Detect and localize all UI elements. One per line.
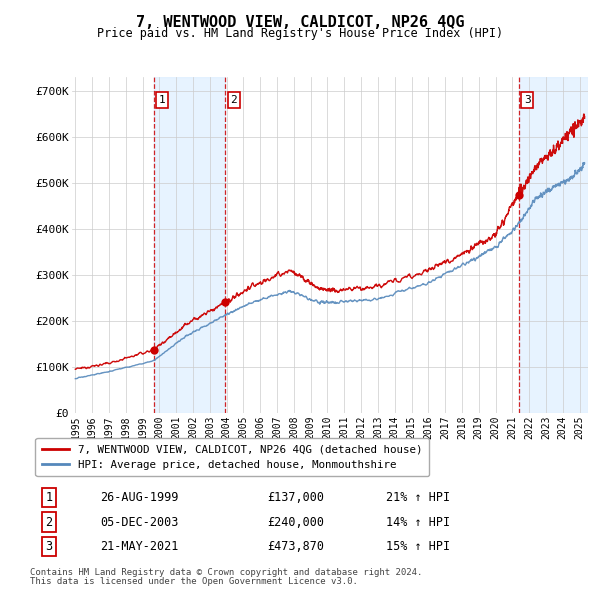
Text: 2: 2: [46, 516, 52, 529]
Bar: [154, 77, 225, 413]
Text: Contains HM Land Registry data © Crown copyright and database right 2024.: Contains HM Land Registry data © Crown c…: [30, 568, 422, 577]
Text: 21% ↑ HPI: 21% ↑ HPI: [386, 491, 451, 504]
Text: 1: 1: [46, 491, 52, 504]
Text: £240,000: £240,000: [268, 516, 325, 529]
Text: 21-MAY-2021: 21-MAY-2021: [100, 540, 179, 553]
Text: This data is licensed under the Open Government Licence v3.0.: This data is licensed under the Open Gov…: [30, 577, 358, 586]
Text: 15% ↑ HPI: 15% ↑ HPI: [386, 540, 451, 553]
Text: 14% ↑ HPI: 14% ↑ HPI: [386, 516, 451, 529]
Text: 05-DEC-2003: 05-DEC-2003: [100, 516, 179, 529]
Text: £137,000: £137,000: [268, 491, 325, 504]
Legend: 7, WENTWOOD VIEW, CALDICOT, NP26 4QG (detached house), HPI: Average price, detac: 7, WENTWOOD VIEW, CALDICOT, NP26 4QG (de…: [35, 438, 428, 477]
Text: 7, WENTWOOD VIEW, CALDICOT, NP26 4QG: 7, WENTWOOD VIEW, CALDICOT, NP26 4QG: [136, 15, 464, 30]
Text: £473,870: £473,870: [268, 540, 325, 553]
Text: 1: 1: [158, 95, 166, 105]
Text: 3: 3: [524, 95, 530, 105]
Bar: [519, 77, 588, 413]
Text: Price paid vs. HM Land Registry's House Price Index (HPI): Price paid vs. HM Land Registry's House …: [97, 27, 503, 40]
Text: 26-AUG-1999: 26-AUG-1999: [100, 491, 179, 504]
Text: 3: 3: [46, 540, 52, 553]
Text: 2: 2: [230, 95, 237, 105]
